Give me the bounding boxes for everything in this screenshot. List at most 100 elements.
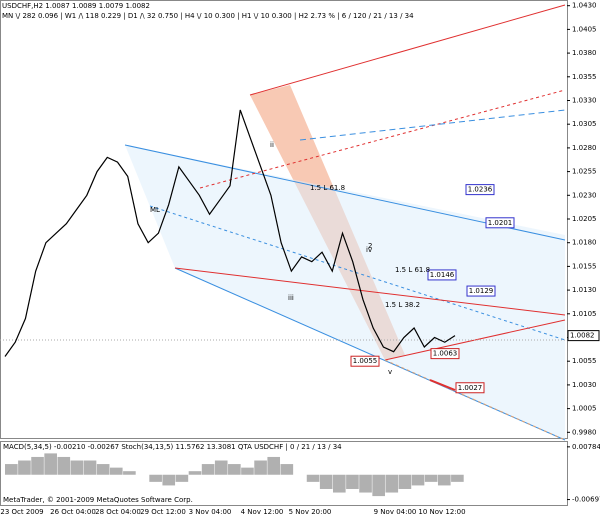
channel-fill [125,145,565,440]
macd-bar [254,460,267,475]
x-tick-label: 10 Nov 12:00 [418,508,465,516]
macd-bar [346,474,359,489]
x-tick-label: 3 Nov 04:00 [189,508,232,516]
y-tick-label: 1.0255 [572,168,597,176]
macd-bar [96,464,110,475]
price-box [350,355,380,367]
y-tick-label: 1.0130 [572,286,597,294]
x-tick-label: 28 Oct 04:00 [95,508,141,516]
annotation: iv [366,246,372,254]
macd-bar [70,460,84,475]
y-tick-label: 1.0005 [572,405,597,413]
channel-line [299,109,566,141]
macd-bar [149,474,162,482]
annotation: 2 [368,242,372,250]
y-tick-label: 1.0305 [572,120,597,128]
price-box [455,382,485,394]
pitchfork [0,4,567,441]
channel-line [149,205,566,341]
macd-bar [201,464,215,475]
y-tick-label: 1.0430 [572,2,597,10]
macd-bar [31,456,44,475]
annotation: iii [288,294,294,302]
price-label: 1.0129 [469,287,494,295]
y-tick-label: 1.0355 [572,73,597,81]
current-price-box [567,330,600,342]
macd-bar [385,474,399,493]
channel-line [174,267,566,441]
price-label: 1.0063 [433,350,458,358]
macd-bar [44,453,57,475]
footer: MetaTrader, © 2001-2009 MetaQuotes Softw… [3,496,193,504]
macd-bar [109,467,123,475]
price-line [4,109,456,357]
current-price-label: 1.0082 [570,332,595,340]
macd-bar [306,474,320,482]
y-tick-label: 1.0030 [572,381,597,389]
macd-bar [214,460,228,475]
x-tick-label: 26 Oct 04:00 [50,508,96,516]
y-tick-label: 1.0280 [572,144,597,152]
y-tick-label: 1.0155 [572,262,597,270]
price-box [430,348,460,360]
price-label: 1.0027 [458,384,483,392]
y2-tick-label: -0.00697 [572,496,600,504]
title: USDCHF,H2 1.0087 1.0089 1.0079 1.0082 [2,2,150,10]
annotation: 1.5 L 38.2 [385,301,420,309]
x-tick-label: 23 Oct 2009 [0,508,43,516]
red-line [384,319,566,361]
macd-bar [228,464,241,475]
macd-bar [437,474,451,486]
red-line [429,379,456,391]
macd-bar [188,471,202,475]
macd-panel [0,441,568,506]
y-tick-label: 1.0380 [572,49,597,57]
subtitle: MN \/ 282 0.096 | W1 /\ 118 0.229 | D1 /… [2,12,414,20]
macd-bar [241,467,254,475]
annotation: ii [270,141,274,149]
annotation: v [388,368,392,376]
macd-bar [175,474,189,482]
macd-bar [267,456,281,475]
y-tick-label: 1.0055 [572,357,597,365]
y-tick-label: 1.0230 [572,191,597,199]
price-box [427,269,457,281]
macd-bar [424,474,438,482]
price-box [465,184,495,196]
annotation: 1.5 L 61.8 [310,184,345,192]
macd-bar [83,460,97,475]
red-line [249,4,566,96]
x-tick-label: 9 Nov 04:00 [374,508,417,516]
orange-line [384,359,566,441]
macd-bar [372,474,385,497]
price-label: 1.0146 [430,271,455,279]
macd-bar [162,474,176,486]
macd-bar [57,456,71,475]
macd-bar [333,474,346,493]
macd-bar [319,474,333,489]
macd-bar [5,464,18,475]
macd-bar [123,471,136,475]
x-tick-label: 5 Nov 20:00 [289,508,332,516]
y-tick-label: 1.0330 [572,96,597,104]
y-tick-label: 1.0405 [572,25,597,33]
red-line [174,267,566,316]
price-label: 1.0055 [353,357,378,365]
y2-tick-label: 0.00784 [572,443,600,451]
annotation: 1.5 L 61.8 [395,266,430,274]
red-line [199,89,566,189]
macd-bar [411,474,425,486]
x-tick-label: 29 Oct 12:00 [140,508,186,516]
macd-bar [18,460,31,475]
macd-bar [359,474,372,493]
price-label: 1.0201 [488,219,513,227]
price-label: 1.0236 [468,186,493,194]
macd-bar [280,464,294,475]
y-tick-label: 1.0205 [572,215,597,223]
macd-bar [451,474,464,482]
price-box [466,285,496,297]
price-box [485,217,515,229]
macd-title: MACD(5,34,5) -0.00210 -0.00267 Stoch(34,… [3,443,342,451]
y-tick-label: 1.0180 [572,239,597,247]
